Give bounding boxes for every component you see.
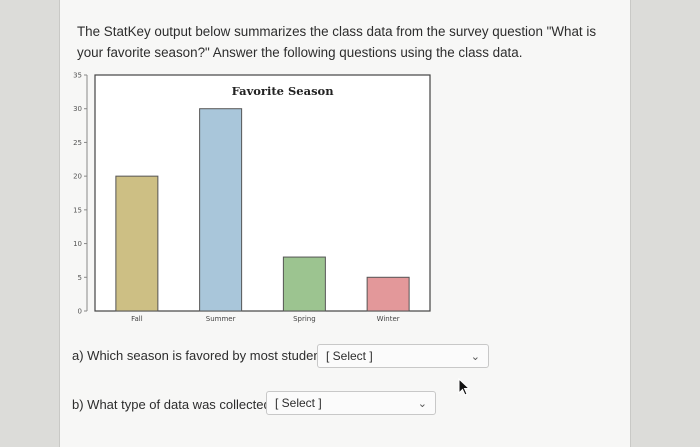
y-tick-label: 35 xyxy=(73,72,82,80)
y-tick-label: 25 xyxy=(73,139,82,147)
question-b-select-value: [ Select ] xyxy=(275,396,322,410)
y-tick-label: 30 xyxy=(73,105,82,113)
question-b-label: b) What type of data was collected? xyxy=(72,397,278,412)
bar-fall xyxy=(115,175,159,312)
x-tick-label: Winter xyxy=(377,315,400,323)
intro-text: The StatKey output below summarizes the … xyxy=(77,24,597,60)
question-a-label: a) Which season is favored by most stude… xyxy=(72,348,338,363)
bar-chart: 0 5 10 15 20 25 30 35 Favorite Season Fall Summer S… xyxy=(70,60,440,335)
y-tick-label: 10 xyxy=(73,240,82,248)
chart-title: Favorite Season xyxy=(232,84,335,98)
chevron-down-icon: ⌄ xyxy=(470,351,480,363)
chart-svg: 0 5 10 15 20 25 30 35 Favorite Season Fall Summer S… xyxy=(73,72,431,323)
bar-spring xyxy=(282,256,326,312)
question-a-select[interactable]: [ Select ] ⌄ xyxy=(317,344,489,368)
x-tick-label: Fall xyxy=(131,315,143,323)
y-tick-label: 20 xyxy=(73,173,82,181)
y-tick-label: 15 xyxy=(73,206,82,214)
y-tick-label: 5 xyxy=(78,274,82,282)
question-a-select-value: [ Select ] xyxy=(326,349,373,363)
mouse-pointer-icon xyxy=(458,378,470,396)
x-tick-label: Summer xyxy=(206,315,236,323)
bar-summer xyxy=(199,108,243,312)
chevron-down-icon: ⌄ xyxy=(417,398,427,410)
y-tick-label: 0 xyxy=(78,308,82,316)
bar-winter xyxy=(366,276,410,312)
question-b-select[interactable]: [ Select ] ⌄ xyxy=(266,391,436,415)
x-tick-label: Spring xyxy=(293,315,316,323)
